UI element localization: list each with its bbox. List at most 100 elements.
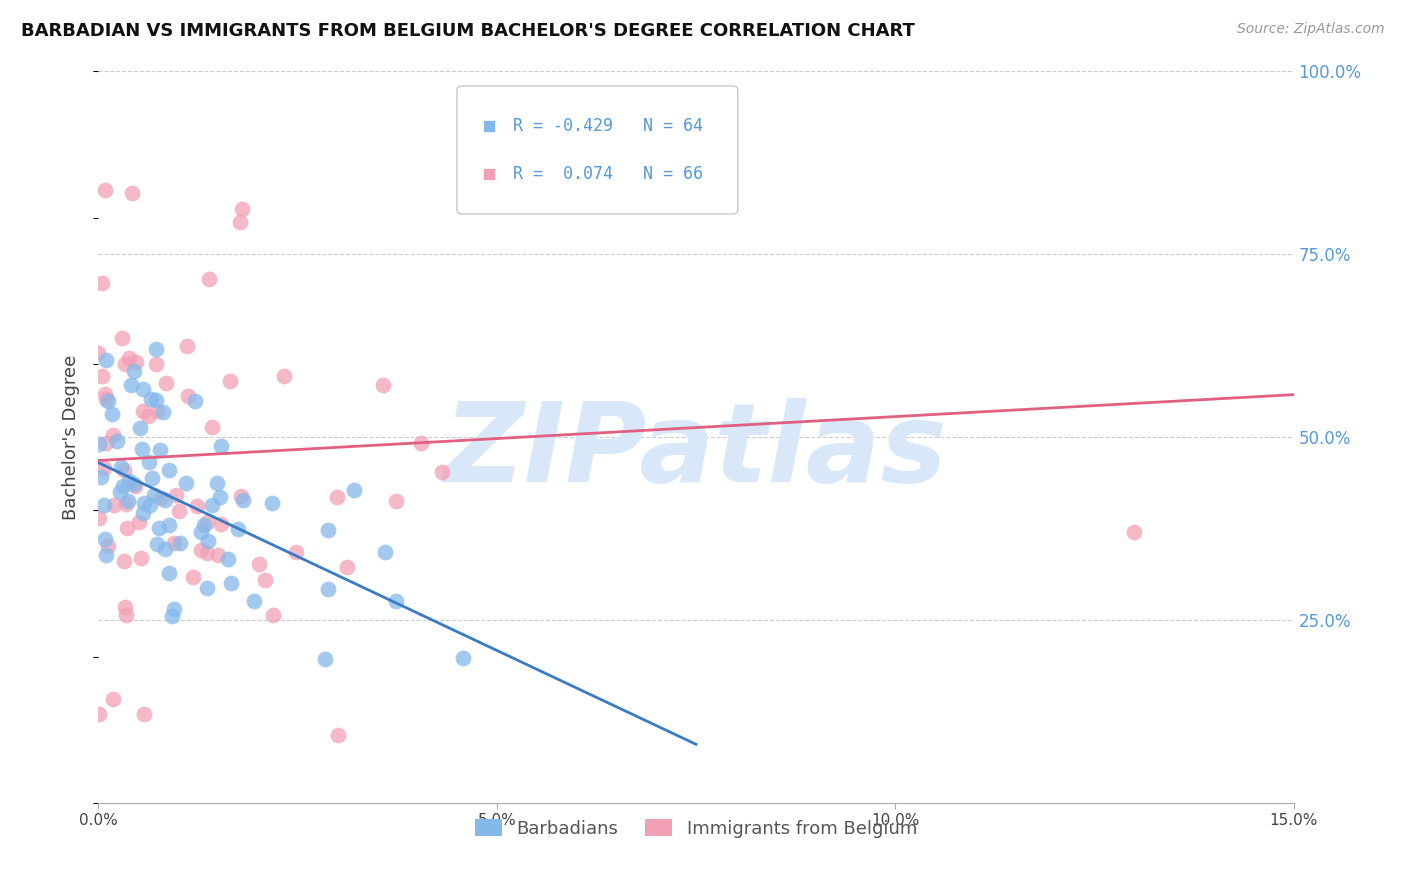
- Point: [336, 559, 359, 574]
- Point: [139, 392, 162, 406]
- Point: [89, 511, 111, 525]
- Point: [177, 389, 200, 403]
- Point: [186, 499, 208, 513]
- Y-axis label: Bachelor's Degree: Bachelor's Degree: [62, 354, 80, 520]
- Point: [103, 498, 125, 512]
- Point: [93, 499, 115, 513]
- Point: [253, 574, 276, 588]
- Point: [262, 495, 284, 509]
- Point: [243, 594, 266, 608]
- Point: [107, 434, 129, 449]
- Point: [197, 534, 219, 549]
- Point: [94, 387, 117, 401]
- Point: [316, 582, 339, 596]
- Point: [114, 357, 136, 371]
- Point: [190, 542, 212, 557]
- Text: BARBADIAN VS IMMIGRANTS FROM BELGIUM BACHELOR'S DEGREE CORRELATION CHART: BARBADIAN VS IMMIGRANTS FROM BELGIUM BAC…: [21, 22, 915, 40]
- Point: [218, 374, 240, 388]
- Point: [138, 455, 160, 469]
- Point: [385, 594, 408, 608]
- Point: [193, 517, 215, 532]
- Point: [129, 550, 152, 565]
- Point: [165, 488, 187, 502]
- Point: [131, 442, 153, 456]
- Point: [87, 437, 110, 451]
- Point: [247, 557, 270, 571]
- Point: [262, 608, 284, 623]
- Point: [136, 409, 159, 423]
- Point: [101, 407, 124, 421]
- Point: [94, 183, 117, 197]
- Point: [231, 490, 253, 504]
- Point: [343, 483, 366, 497]
- Point: [153, 542, 176, 557]
- Point: [314, 652, 336, 666]
- Point: [101, 428, 124, 442]
- Point: [90, 276, 112, 290]
- Point: [146, 404, 169, 418]
- Point: [117, 493, 139, 508]
- Point: [232, 492, 254, 507]
- Point: [145, 393, 167, 408]
- Point: [209, 516, 232, 531]
- Point: [142, 487, 165, 501]
- Point: [141, 471, 163, 485]
- Text: ZIPatlas: ZIPatlas: [444, 398, 948, 505]
- Point: [195, 581, 218, 595]
- Point: [122, 364, 145, 378]
- Point: [201, 420, 224, 434]
- Point: [115, 496, 138, 510]
- Point: [110, 484, 132, 499]
- Point: [97, 394, 120, 409]
- Point: [132, 382, 155, 396]
- Text: R =  0.074   N = 66: R = 0.074 N = 66: [513, 165, 703, 183]
- Point: [90, 369, 112, 384]
- Point: [89, 706, 111, 721]
- Point: [159, 566, 181, 580]
- Point: [328, 728, 350, 742]
- Point: [94, 392, 117, 406]
- Point: [198, 272, 221, 286]
- Point: [131, 506, 153, 520]
- Point: [326, 490, 349, 504]
- Point: [1123, 525, 1146, 540]
- Point: [115, 521, 138, 535]
- Point: [231, 202, 253, 216]
- Point: [97, 539, 120, 553]
- Point: [90, 470, 112, 484]
- Point: [157, 463, 180, 477]
- Point: [316, 523, 339, 537]
- Point: [201, 498, 224, 512]
- Point: [124, 479, 146, 493]
- Point: [219, 575, 242, 590]
- Point: [229, 215, 252, 229]
- Point: [120, 377, 142, 392]
- Point: [124, 477, 146, 491]
- Point: [114, 608, 136, 623]
- Point: [374, 545, 396, 559]
- Point: [94, 549, 117, 563]
- Point: [217, 552, 239, 566]
- Point: [145, 343, 167, 357]
- Point: [162, 609, 184, 624]
- Point: [205, 476, 228, 491]
- Point: [94, 436, 117, 450]
- Point: [163, 602, 186, 616]
- Point: [183, 394, 205, 409]
- Text: Source: ZipAtlas.com: Source: ZipAtlas.com: [1237, 22, 1385, 37]
- Legend: Barbadians, Immigrants from Belgium: Barbadians, Immigrants from Belgium: [468, 813, 924, 845]
- Point: [209, 439, 232, 453]
- Point: [132, 707, 155, 722]
- Point: [149, 491, 172, 506]
- Text: R = -0.429   N = 64: R = -0.429 N = 64: [513, 117, 703, 136]
- Point: [146, 537, 169, 551]
- Point: [93, 460, 115, 475]
- Point: [94, 532, 117, 546]
- Point: [87, 346, 110, 360]
- Point: [134, 496, 156, 510]
- Point: [385, 493, 408, 508]
- Point: [167, 503, 190, 517]
- Point: [145, 357, 167, 371]
- Point: [94, 353, 117, 368]
- Point: [118, 474, 141, 488]
